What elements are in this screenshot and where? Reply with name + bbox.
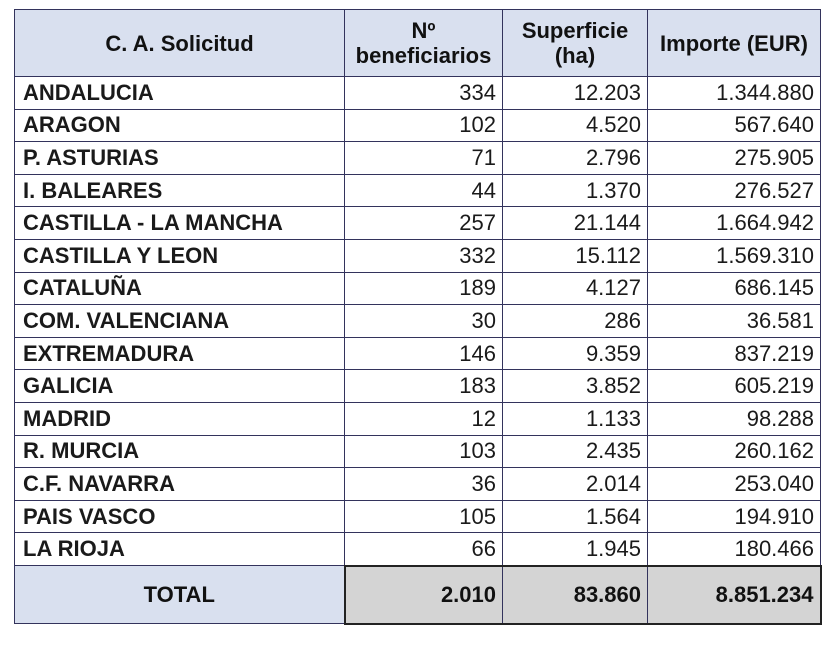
cell-beneficiaries: 105	[344, 499, 503, 534]
cell-amount: 275.905	[647, 141, 821, 175]
total-row: TOTAL 2.010 83.860 8.851.234	[14, 564, 822, 625]
cell-beneficiaries: 183	[344, 369, 503, 403]
header-beneficiaries: Nº beneficiarios	[344, 9, 503, 77]
header-row: C. A. Solicitud Nº beneficiarios Superfi…	[14, 9, 821, 77]
cell-region: I. BALEARES	[14, 173, 345, 208]
cell-amount: 260.162	[647, 434, 821, 469]
cell-region: ANDALUCIA	[14, 76, 345, 110]
cell-region: PAIS VASCO	[14, 499, 345, 534]
cell-amount: 567.640	[647, 108, 821, 143]
total-beneficiaries: 2.010	[343, 564, 503, 625]
cell-beneficiaries: 44	[344, 173, 503, 208]
table-row: COM. VALENCIANA 30 286 36.581	[14, 304, 821, 338]
cell-beneficiaries: 103	[344, 434, 503, 469]
table-row: CASTILLA - LA MANCHA 257 21.144 1.664.942	[14, 206, 821, 240]
cell-beneficiaries: 36	[344, 467, 503, 501]
header-region: C. A. Solicitud	[14, 9, 345, 77]
cell-region: COM. VALENCIANA	[14, 304, 345, 338]
cell-area: 2.796	[502, 141, 648, 175]
aid-table: C. A. Solicitud Nº beneficiarios Superfi…	[14, 9, 822, 625]
header-amount: Importe (EUR)	[647, 9, 821, 77]
cell-amount: 1.569.310	[647, 238, 821, 273]
cell-area: 1.564	[502, 499, 648, 534]
cell-region: GALICIA	[14, 369, 345, 403]
cell-region: CATALUÑA	[14, 271, 345, 306]
cell-beneficiaries: 66	[344, 532, 503, 567]
total-amount: 8.851.234	[647, 564, 822, 625]
cell-area: 1.370	[502, 173, 648, 208]
table-row: C.F. NAVARRA 36 2.014 253.040	[14, 467, 821, 501]
cell-amount: 276.527	[647, 173, 821, 208]
cell-amount: 253.040	[647, 467, 821, 501]
cell-amount: 837.219	[647, 336, 821, 371]
cell-beneficiaries: 332	[344, 238, 503, 273]
cell-region: LA RIOJA	[14, 532, 345, 567]
cell-region: MADRID	[14, 401, 345, 436]
table-row: PAIS VASCO 105 1.564 194.910	[14, 499, 821, 534]
cell-area: 286	[502, 304, 648, 338]
cell-amount: 36.581	[647, 304, 821, 338]
cell-area: 1.945	[502, 532, 648, 567]
cell-region: EXTREMADURA	[14, 336, 345, 371]
cell-amount: 98.288	[647, 401, 821, 436]
cell-beneficiaries: 334	[344, 76, 503, 110]
cell-area: 4.127	[502, 271, 648, 306]
table-row: GALICIA 183 3.852 605.219	[14, 369, 821, 403]
table-row: ANDALUCIA 334 12.203 1.344.880	[14, 76, 821, 110]
cell-beneficiaries: 257	[344, 206, 503, 240]
cell-area: 12.203	[502, 76, 648, 110]
table-row: CATALUÑA 189 4.127 686.145	[14, 271, 821, 306]
cell-beneficiaries: 146	[344, 336, 503, 371]
cell-amount: 1.344.880	[647, 76, 821, 110]
cell-beneficiaries: 71	[344, 141, 503, 175]
cell-region: CASTILLA Y LEON	[14, 238, 345, 273]
table-row: EXTREMADURA 146 9.359 837.219	[14, 336, 821, 371]
cell-amount: 605.219	[647, 369, 821, 403]
cell-area: 1.133	[502, 401, 648, 436]
table-row: R. MURCIA 103 2.435 260.162	[14, 434, 821, 469]
cell-area: 9.359	[502, 336, 648, 371]
cell-beneficiaries: 102	[344, 108, 503, 143]
table-row: I. BALEARES 44 1.370 276.527	[14, 173, 821, 208]
cell-area: 15.112	[502, 238, 648, 273]
cell-area: 2.435	[502, 434, 648, 469]
cell-region: P. ASTURIAS	[14, 141, 345, 175]
cell-area: 3.852	[502, 369, 648, 403]
table-row: MADRID 12 1.133 98.288	[14, 401, 821, 436]
table-row: CASTILLA Y LEON 332 15.112 1.569.310	[14, 238, 821, 273]
cell-area: 21.144	[502, 206, 648, 240]
cell-beneficiaries: 12	[344, 401, 503, 436]
total-area: 83.860	[502, 564, 648, 625]
cell-amount: 1.664.942	[647, 206, 821, 240]
cell-amount: 180.466	[647, 532, 821, 567]
table-row: LA RIOJA 66 1.945 180.466	[14, 532, 821, 567]
cell-region: ARAGON	[14, 108, 345, 143]
cell-region: R. MURCIA	[14, 434, 345, 469]
header-area: Superficie (ha)	[502, 9, 648, 77]
cell-region: CASTILLA - LA MANCHA	[14, 206, 345, 240]
cell-region: C.F. NAVARRA	[14, 467, 345, 501]
cell-amount: 194.910	[647, 499, 821, 534]
cell-beneficiaries: 30	[344, 304, 503, 338]
cell-area: 4.520	[502, 108, 648, 143]
cell-amount: 686.145	[647, 271, 821, 306]
table-row: P. ASTURIAS 71 2.796 275.905	[14, 141, 821, 175]
cell-area: 2.014	[502, 467, 648, 501]
table-row: ARAGON 102 4.520 567.640	[14, 108, 821, 143]
cell-beneficiaries: 189	[344, 271, 503, 306]
total-label: TOTAL	[14, 565, 345, 625]
